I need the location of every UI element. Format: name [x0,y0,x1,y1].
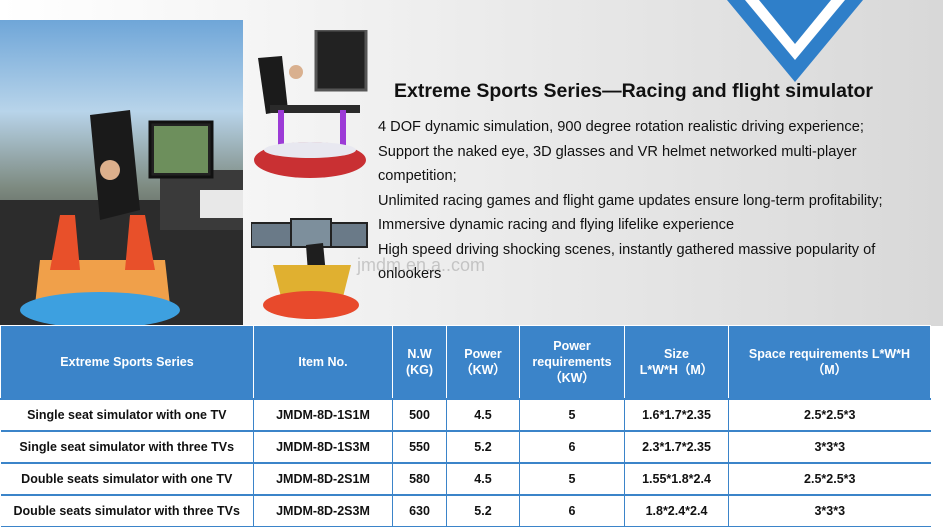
cell-power-requirements: 6 [519,494,625,527]
table-row: Single seat simulator with one TV JMDM-8… [0,398,931,431]
feature-item: 4 DOF dynamic simulation, 900 degree rot… [378,119,864,135]
table-header-row: Extreme Sports Series Item No. N.W (KG) … [0,325,931,400]
cell-power: 4.5 [446,462,520,495]
feature-item: Unlimited racing games and flight game u… [378,192,883,209]
feature-item: High speed driving shocking scenes, inst… [378,241,876,283]
cell-net-weight: 550 [392,430,447,463]
cell-item-no: JMDM-8D-2S1M [253,462,393,495]
cell-space-requirements: 2.5*2.5*3 [728,462,931,495]
cell-series: Single seat simulator with three TVs [0,430,254,463]
cell-net-weight: 500 [392,398,447,431]
cell-power: 5.2 [446,430,520,463]
table-row: Single seat simulator with three TVs JMD… [0,430,931,463]
feature-item: Immersive dynamic racing and flying life… [378,217,735,233]
cell-space-requirements: 2.5*2.5*3 [728,398,931,431]
cell-power-requirements: 5 [519,398,625,431]
cell-power-requirements: 5 [519,462,625,495]
cell-size: 1.55*1.8*2.4 [624,462,729,495]
cell-series: Double seats simulator with one TV [0,462,254,495]
cell-power: 5.2 [446,494,520,527]
cell-item-no: JMDM-8D-1S1M [253,398,393,431]
cell-power-requirements: 6 [519,430,625,463]
column-header-power: Power （KW） [446,325,520,400]
column-header-space-requirements: Space requirements L*W*H （M） [728,325,931,400]
column-header-power-requirements: Power requirements （KW） [519,325,625,400]
feature-item: Support the naked eye, 3D glasses and VR… [378,143,857,185]
cell-size: 1.8*2.4*2.4 [624,494,729,527]
column-header-size: Size L*W*H（M） [624,325,729,400]
watermark: jmdm.en.a..com [357,255,486,275]
product-photo-three-screens [250,215,368,323]
spec-table: Extreme Sports Series Item No. N.W (KG) … [0,325,931,527]
feature-list: 4 DOF dynamic simulation, 900 degree rot… [378,115,908,287]
table-row: Double seats simulator with one TV JMDM-… [0,462,931,495]
cell-series: Double seats simulator with three TVs [0,494,254,527]
cell-net-weight: 630 [392,494,447,527]
column-header-series: Extreme Sports Series [0,325,254,400]
cell-item-no: JMDM-8D-2S3M [253,494,393,527]
cell-space-requirements: 3*3*3 [728,430,931,463]
cell-item-no: JMDM-8D-1S3M [253,430,393,463]
cell-power: 4.5 [446,398,520,431]
column-header-net-weight: N.W (KG) [392,325,447,400]
cell-size: 2.3*1.7*2.35 [624,430,729,463]
column-header-item-no: Item No. [253,325,393,400]
main-product-photo [0,20,243,325]
chevron-decoration-icon [727,0,863,82]
cell-size: 1.6*1.7*2.35 [624,398,729,431]
table-row: Double seats simulator with three TVs JM… [0,494,931,527]
product-photo-single-seat [248,28,370,180]
cell-space-requirements: 3*3*3 [728,494,931,527]
page-title: Extreme Sports Series—Racing and flight … [394,80,873,102]
cell-net-weight: 580 [392,462,447,495]
cell-series: Single seat simulator with one TV [0,398,254,431]
